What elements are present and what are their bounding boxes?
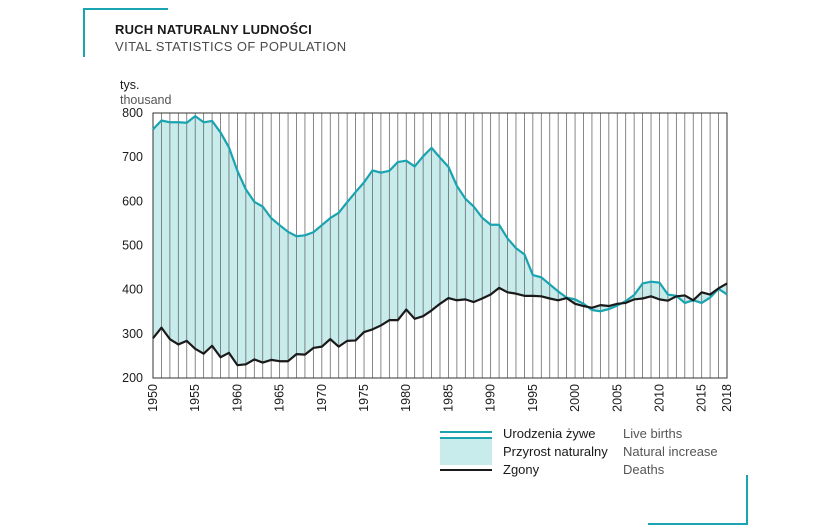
unit-label: tys. xyxy=(120,78,140,92)
y-tick-label-600: 600 xyxy=(122,194,143,208)
x-tick-label-1975: 1975 xyxy=(357,384,371,412)
legend-swatch-increase xyxy=(440,437,492,465)
unit-label-en: thousand xyxy=(120,93,172,107)
x-tick-label-2010: 2010 xyxy=(652,384,666,412)
chart-subtitle: VITAL STATISTICS OF POPULATION xyxy=(115,39,347,54)
decorative-frame-bottom-right xyxy=(648,475,748,525)
legend-label-births-en: Live births xyxy=(623,426,683,441)
legend-label-deaths-en: Deaths xyxy=(623,462,665,477)
legend-label-births: Urodzenia żywe xyxy=(503,426,596,441)
y-tick-label-800: 800 xyxy=(122,106,143,120)
x-tick-label-1995: 1995 xyxy=(526,384,540,412)
x-tick-label-1950: 1950 xyxy=(146,384,160,412)
x-tick-label-1985: 1985 xyxy=(441,384,455,412)
y-tick-label-700: 700 xyxy=(122,150,143,164)
y-tick-label-200: 200 xyxy=(122,371,143,385)
legend-swatch-births xyxy=(440,431,492,433)
x-tick-label-1970: 1970 xyxy=(315,384,329,412)
legend-label-deaths: Zgony xyxy=(503,462,540,477)
legend-label-increase-en: Natural increase xyxy=(623,444,718,459)
x-tick-label-1965: 1965 xyxy=(273,384,287,412)
series-line-deaths xyxy=(152,282,728,367)
y-tick-label-400: 400 xyxy=(122,283,143,297)
series-line-live-births xyxy=(152,114,728,313)
x-tick-label-2000: 2000 xyxy=(568,384,582,412)
decorative-frame-top-left xyxy=(83,8,168,57)
plot-frame xyxy=(152,112,728,379)
x-tick-label-1990: 1990 xyxy=(484,384,498,412)
legend-swatch-deaths xyxy=(440,469,492,471)
chart-title: RUCH NATURALNY LUDNOŚCI xyxy=(115,22,312,37)
y-tick-label-500: 500 xyxy=(122,239,143,253)
x-tick-label-1960: 1960 xyxy=(230,384,244,412)
x-tick-label-1980: 1980 xyxy=(399,384,413,412)
legend-label-increase: Przyrost naturalny xyxy=(503,444,608,459)
x-tick-label-2005: 2005 xyxy=(610,384,624,412)
x-tick-label-2015: 2015 xyxy=(695,384,709,412)
x-tick-label-1955: 1955 xyxy=(188,384,202,412)
y-tick-label-300: 300 xyxy=(122,327,143,341)
x-tick-label-2018: 2018 xyxy=(720,384,734,412)
